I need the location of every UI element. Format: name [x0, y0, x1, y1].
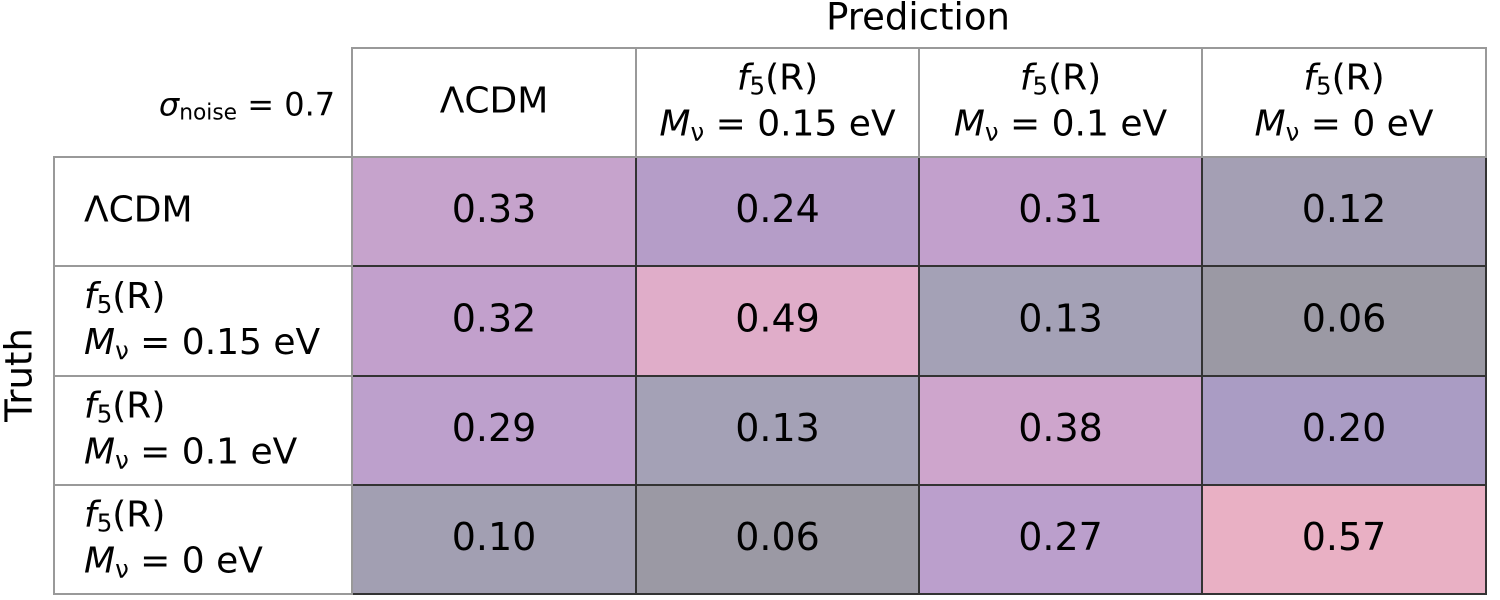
label-line: ΛCDM	[440, 81, 549, 122]
label-line: Mν = 0.15 eV	[84, 322, 321, 365]
label-after: (R)	[1048, 58, 1101, 99]
label-main: M	[1255, 104, 1286, 145]
cell-value: 0.31	[1018, 187, 1103, 231]
cell	[1201, 484, 1487, 595]
cell	[1201, 156, 1487, 267]
label-after: = 0.1 eV	[129, 432, 298, 473]
label-main: M	[659, 104, 690, 145]
label-line: ΛCDM	[84, 190, 193, 231]
label-line: f5(R)	[1020, 58, 1101, 101]
cell-value: 0.10	[452, 515, 537, 559]
cell-value: 0.29	[452, 406, 537, 450]
label-line: f5(R)	[84, 386, 165, 429]
label-after: (R)	[765, 58, 818, 99]
cell	[1201, 265, 1487, 377]
label-sub: ν	[690, 117, 704, 146]
label-sub: 5	[97, 508, 113, 537]
label-line: f5(R)	[737, 58, 818, 101]
label-after: = 0.1 eV	[999, 104, 1168, 145]
cell-value: 0.06	[735, 515, 820, 559]
label-line: Mν = 0 eV	[84, 541, 263, 584]
label-sub: noise	[179, 101, 237, 126]
label-line: σnoise = 0.7	[159, 86, 335, 126]
label-line: Mν = 0.1 eV	[84, 432, 298, 475]
label-line: f5(R)	[84, 495, 165, 538]
cell-value: 0.57	[1302, 515, 1387, 559]
cell	[351, 265, 637, 377]
label-sub: 5	[97, 290, 113, 319]
label-after: (R)	[112, 495, 165, 536]
label-main: ΛCDM	[440, 81, 549, 122]
label-after: (R)	[1332, 58, 1385, 99]
label-after: = 0.15 eV	[129, 322, 321, 363]
cell	[635, 265, 920, 377]
cell-value: 0.49	[735, 297, 820, 341]
label-line: Mν = 0.1 eV	[954, 104, 1168, 147]
cell	[635, 156, 920, 267]
cell	[351, 156, 637, 267]
label-after: (R)	[112, 386, 165, 427]
label-line: Mν = 0.15 eV	[659, 104, 896, 147]
cell-value: 0.13	[735, 406, 820, 450]
cell-value: 0.32	[452, 297, 537, 341]
label-sub: ν	[1286, 117, 1300, 146]
cell	[1201, 375, 1487, 486]
label-after: = 0 eV	[1299, 104, 1434, 145]
label-line: f5(R)	[1303, 58, 1384, 101]
label-line: f5(R)	[84, 276, 165, 319]
label-main: M	[954, 104, 985, 145]
cell-value: 0.33	[452, 187, 537, 231]
row-header	[53, 484, 353, 595]
cell-value: 0.38	[1018, 406, 1103, 450]
label-main: ΛCDM	[84, 190, 193, 231]
cell-value: 0.13	[1018, 297, 1103, 341]
label-sub: 5	[1033, 71, 1049, 100]
cell-value: 0.12	[1302, 187, 1387, 231]
label-line: Mν = 0 eV	[1255, 104, 1434, 147]
row-title: Truth	[0, 328, 41, 423]
label-after: = 0.7	[237, 86, 335, 124]
cell	[351, 484, 637, 595]
label-sub: ν	[115, 445, 129, 474]
cell-value: 0.27	[1018, 515, 1103, 559]
column-header	[1201, 47, 1487, 158]
cell-value: 0.24	[735, 187, 820, 231]
label-sub: 5	[97, 399, 113, 428]
label-main: M	[84, 322, 115, 363]
label-sub: ν	[115, 336, 129, 365]
label-main: M	[84, 541, 115, 582]
label-sub: ν	[985, 117, 999, 146]
label-main: σ	[159, 86, 181, 124]
cell	[635, 375, 920, 486]
cell	[635, 484, 920, 595]
label-sub: 5	[750, 71, 766, 100]
label-after: (R)	[112, 276, 165, 317]
label-sub: ν	[115, 554, 129, 583]
column-title: Prediction	[826, 0, 1010, 39]
label-after: = 0 eV	[129, 541, 264, 582]
label-after: = 0.15 eV	[704, 104, 896, 145]
label-sub: 5	[1316, 71, 1332, 100]
cell-value: 0.06	[1302, 297, 1387, 341]
label-main: M	[84, 432, 115, 473]
cell-value: 0.20	[1302, 406, 1387, 450]
